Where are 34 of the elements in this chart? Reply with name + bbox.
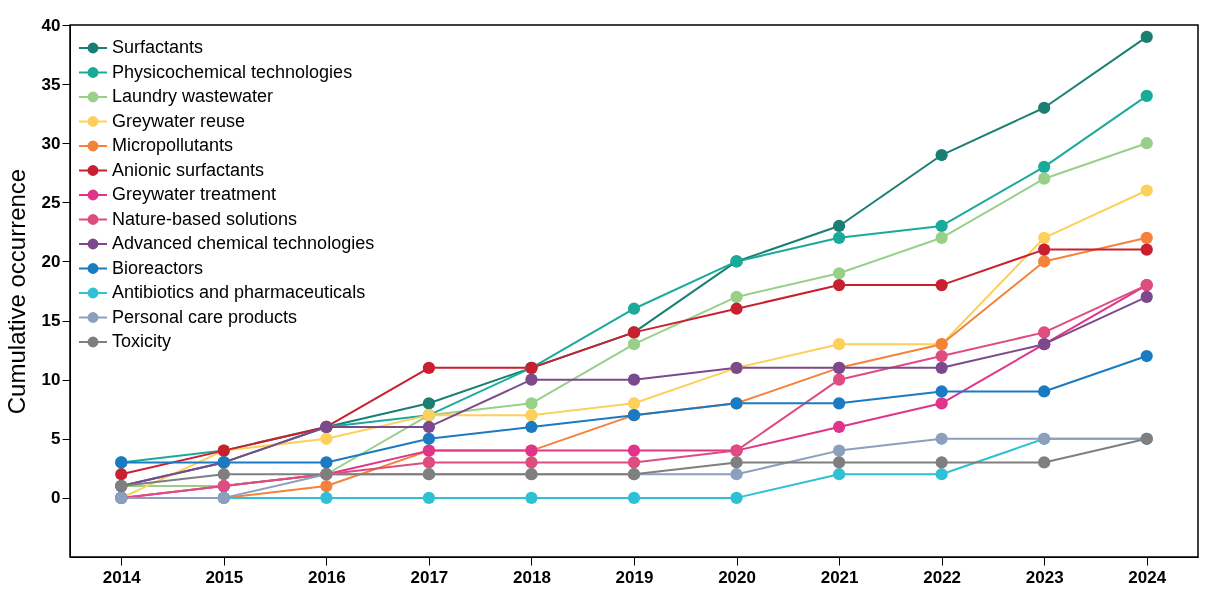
x-tick-label: 2015 (205, 567, 244, 587)
y-tick-label: 30 (41, 133, 61, 153)
legend-label: Toxicity (112, 331, 172, 351)
x-tick-label: 2019 (615, 567, 654, 587)
legend-label: Laundry wastewater (112, 86, 274, 106)
legend-label: Surfactants (112, 37, 204, 57)
x-tick-label: 2022 (923, 567, 962, 587)
legend-label: Nature-based solutions (112, 208, 298, 229)
legend-label: Bioreactors (112, 257, 204, 278)
legend-label: Greywater reuse (112, 110, 246, 131)
y-tick-label: 15 (41, 311, 61, 331)
y-tick-label: 40 (41, 15, 61, 35)
x-tick-label: 2016 (307, 567, 346, 587)
y-tick-label: 10 (41, 370, 61, 390)
x-tick-label: 2020 (718, 567, 756, 587)
x-tick-label: 2023 (1025, 567, 1064, 587)
x-tick-label: 2024 (1128, 567, 1167, 587)
y-tick-label: 25 (41, 192, 61, 212)
y-axis-title: Cumulative occurrence (2, 168, 30, 415)
y-tick-label: 0 (51, 488, 61, 508)
x-tick-label: 2018 (513, 567, 551, 587)
legend-label: Physicochemical technologies (112, 61, 353, 82)
x-tick-label: 2014 (102, 567, 142, 587)
legend-label: Anionic surfactants (112, 159, 265, 180)
legend-label: Micropollutants (112, 135, 234, 155)
y-tick-label: 20 (41, 251, 61, 271)
x-tick-label: 2021 (820, 567, 859, 587)
legend-label: Advanced chemical technologies (112, 233, 375, 253)
legend-label: Greywater treatment (112, 184, 277, 204)
x-tick-label: 2017 (410, 567, 449, 587)
legend-label: Antibiotics and pharmaceuticals (112, 282, 366, 302)
y-tick-label: 5 (51, 429, 61, 449)
legend-label: Personal care products (112, 306, 298, 327)
y-tick-label: 35 (41, 74, 61, 94)
